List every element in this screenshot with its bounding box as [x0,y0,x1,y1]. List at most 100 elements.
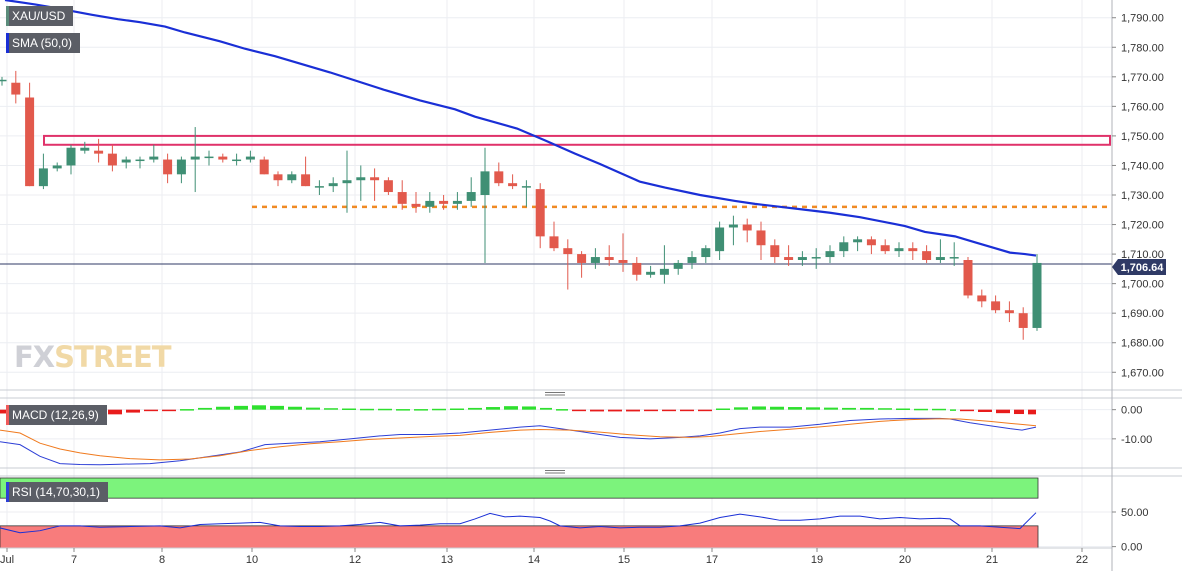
candle-bullish [935,257,945,260]
candle-bullish [659,268,669,275]
candle-bullish [287,174,297,181]
macd-histogram-bar [360,408,374,411]
candle-bullish [245,156,255,160]
candle-bearish [94,150,104,154]
time-tick-label: 13 [441,554,453,566]
price-tick-label: 1,710.00 [1121,249,1164,261]
candle-bearish [11,82,21,95]
macd-histogram-bar [1014,409,1024,415]
price-tick-label: 1,720.00 [1121,220,1164,232]
price-tick-label: 1,690.00 [1121,308,1164,320]
candle-bearish [908,248,918,252]
symbol-text: XAU/USD [12,9,66,23]
macd-histogram-bar [896,408,910,410]
candle-bearish [370,177,380,181]
price-axis[interactable]: 1,670.00 1,680.00 1,690.00 1,700.00 1,710.00… [1112,13,1164,380]
macd-histogram-bar [324,408,338,410]
candle-bullish [839,242,849,252]
candle-bullish [811,257,821,259]
macd-histogram-bar [486,407,500,410]
macd-histogram-bar [288,406,302,410]
candle-bullish [342,180,352,184]
macd-line [0,417,1037,466]
candle-bullish [894,248,904,252]
macd-histogram-bar [540,407,552,410]
candle-bullish [0,79,7,82]
candle-bearish [604,257,614,260]
macd-histogram-bar [144,409,158,412]
rsi-axis: 50.00 0.00 [1112,507,1149,554]
current-price-value: 1,706.64 [1121,262,1165,274]
time-tick-label: Jul [0,554,14,566]
macd-histogram-bar [270,405,284,410]
candle-bearish [742,224,752,231]
candle-bullish [66,147,76,166]
rsi-color-swatch [6,482,9,502]
candle-bullish [121,159,131,163]
candle-bullish [314,186,324,188]
time-tick-label: 15 [618,554,630,566]
candle-bearish [1018,313,1028,328]
candle-bullish [425,200,435,207]
price-tick-label: 1,760.00 [1121,101,1164,113]
time-tick-label: 7 [71,554,77,566]
rsi-oversold-zone [0,525,1039,549]
candle-bearish [163,159,173,175]
macd-histogram-bar [950,409,956,411]
candle-bullish [1032,262,1042,328]
macd-histogram-bar [396,409,410,411]
price-tick-label: 1,740.00 [1121,160,1164,172]
macd-histogram-bar [716,408,730,410]
macd-histogram-bar [162,409,176,412]
candle-bearish [273,174,283,181]
macd-histogram-bar [252,405,266,410]
price-grid [0,0,1112,548]
symbol-color-swatch [6,6,9,26]
macd-histogram-bar [878,408,892,410]
macd-signal-line [0,418,1037,461]
candle-bullish [521,186,531,188]
time-axis[interactable]: Jul 7 8 10 12 13 14 15 17 19 20 21 22 [0,548,1088,566]
macd-histogram-bar [824,407,838,410]
macd-histogram-bar [842,407,856,410]
candle-bearish [784,257,794,260]
candle-bullish [646,271,656,275]
macd-histogram-bar [698,409,712,412]
logo-fx: FX [14,340,55,374]
fxstreet-watermark-logo: FXSTREET [14,340,172,374]
macd-histogram-bar [608,409,622,412]
rsi-tick-label: 50.00 [1121,507,1149,519]
candle-bullish [673,262,683,269]
candle-bearish [535,189,545,237]
sma-indicator-label[interactable]: SMA (50,0) [6,33,81,53]
price-tick-label: 1,750.00 [1121,131,1164,143]
macd-histogram-bar [626,409,640,412]
pane-resize-handle[interactable] [545,392,565,396]
macd-histogram-bar [1028,409,1036,415]
rsi-indicator-label[interactable]: RSI (14,70,30,1) [6,482,109,502]
time-tick-label: 14 [528,554,540,566]
candle-bullish [190,156,200,160]
price-tick-label: 1,790.00 [1121,13,1164,25]
macd-axis: 0.00 -10.00 [1112,405,1152,446]
macd-histogram-bar [450,408,464,410]
candle-bearish [866,239,876,246]
macd-histogram-bar [342,408,356,410]
time-tick-label: 17 [706,554,718,566]
candlestick-series [0,70,1042,340]
candle-bearish [963,260,973,296]
time-tick-label: 19 [811,554,823,566]
candle-bearish [301,174,311,187]
candle-bullish [949,257,959,259]
macd-histogram-bar [108,409,122,415]
pane-resize-handle[interactable] [545,470,565,474]
candle-bullish [687,257,697,263]
current-price-badge: 1,706.64 [1112,259,1166,275]
rsi-tick-label: 0.00 [1121,542,1142,554]
candle-bearish [632,262,642,275]
macd-indicator-label[interactable]: MACD (12,26,9) [6,405,107,425]
candle-bearish [259,159,269,175]
symbol-label[interactable]: XAU/USD [6,6,74,26]
macd-histogram-bar [432,408,446,411]
